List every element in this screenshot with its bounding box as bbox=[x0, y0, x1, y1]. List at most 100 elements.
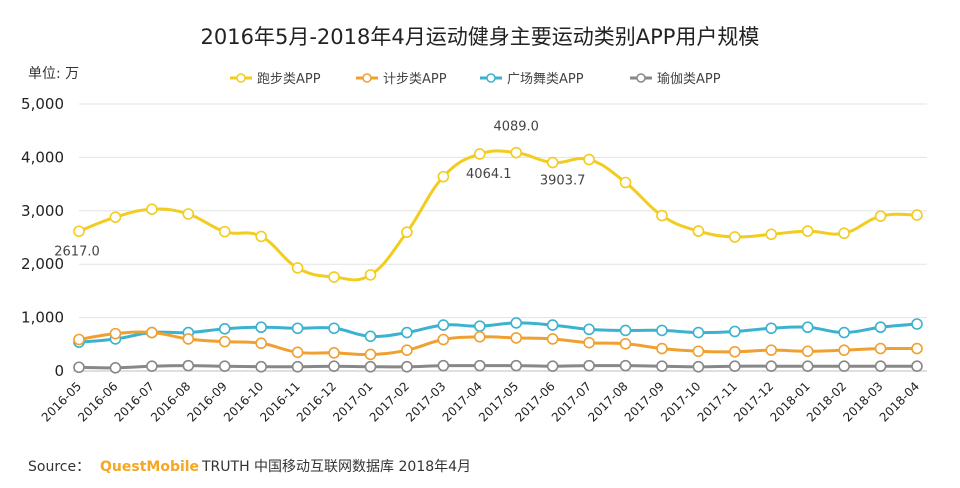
data-point bbox=[291, 322, 304, 335]
legend-swatch-marker bbox=[636, 73, 646, 83]
data-point bbox=[73, 225, 85, 238]
data-point bbox=[583, 359, 595, 372]
data-point bbox=[583, 323, 595, 336]
series-layer bbox=[73, 146, 923, 374]
data-label: 4064.1 bbox=[466, 167, 512, 182]
data-point bbox=[437, 319, 450, 331]
data-point bbox=[911, 342, 923, 355]
y-axis: 0 1,000 2,000 3,000 4,000 5,000 bbox=[21, 95, 927, 380]
legend-item: 瑜伽类APP bbox=[630, 72, 721, 87]
data-point bbox=[838, 344, 850, 356]
series-line bbox=[78, 364, 917, 370]
data-point bbox=[437, 359, 450, 372]
data-point bbox=[401, 360, 413, 373]
legend-swatch-marker bbox=[362, 73, 372, 83]
data-point bbox=[619, 337, 632, 350]
data-point bbox=[328, 360, 340, 372]
data-point bbox=[874, 321, 887, 334]
data-point bbox=[583, 153, 595, 166]
legend-item: 广场舞类APP bbox=[480, 72, 584, 87]
data-point bbox=[510, 317, 523, 329]
legend-label: 瑜伽类APP bbox=[657, 72, 721, 87]
data-point bbox=[401, 226, 413, 238]
data-label: 4089.0 bbox=[493, 120, 539, 135]
data-label: 3903.7 bbox=[540, 174, 586, 189]
legend: 跑步类APP 计步类APP 广场舞类APP 瑜伽类APP bbox=[230, 72, 721, 87]
data-point bbox=[911, 209, 923, 221]
data-point bbox=[692, 225, 705, 237]
data-point bbox=[146, 203, 158, 215]
data-point bbox=[473, 148, 486, 160]
data-point bbox=[291, 346, 304, 359]
data-point bbox=[291, 360, 304, 373]
data-point bbox=[182, 333, 195, 345]
data-point bbox=[874, 210, 887, 222]
data-point bbox=[510, 359, 523, 372]
data-point bbox=[546, 360, 559, 372]
data-point bbox=[328, 347, 340, 359]
y-tick-label: 5,000 bbox=[21, 95, 64, 113]
data-point bbox=[364, 360, 377, 373]
data-point bbox=[401, 344, 413, 356]
series-计步类APP bbox=[73, 326, 923, 361]
y-tick-label: 4,000 bbox=[21, 148, 64, 166]
data-point bbox=[801, 321, 814, 334]
data-point bbox=[583, 336, 595, 349]
data-point bbox=[692, 326, 705, 339]
data-point bbox=[146, 326, 158, 339]
data-point bbox=[656, 342, 668, 355]
data-point bbox=[146, 360, 158, 372]
data-point bbox=[510, 332, 523, 344]
data-point bbox=[656, 209, 668, 222]
grid-lines bbox=[79, 103, 927, 319]
series-line bbox=[78, 330, 918, 357]
data-point bbox=[328, 322, 340, 335]
data-point bbox=[364, 269, 377, 281]
legend-label: 广场舞类APP bbox=[507, 72, 584, 87]
data-point bbox=[364, 330, 377, 343]
data-point bbox=[109, 327, 122, 340]
data-point bbox=[364, 348, 377, 361]
data-point bbox=[656, 324, 668, 337]
legend-swatch-marker bbox=[236, 73, 246, 83]
data-point bbox=[874, 342, 887, 355]
data-point bbox=[109, 361, 122, 374]
data-point bbox=[218, 225, 231, 238]
series-跑步类APP bbox=[73, 146, 923, 283]
data-point bbox=[765, 344, 778, 356]
legend-item: 跑步类APP bbox=[230, 72, 321, 87]
data-point bbox=[765, 322, 778, 335]
legend-item: 计步类APP bbox=[356, 72, 447, 87]
source-prefix: Source： bbox=[28, 459, 90, 475]
data-point bbox=[874, 360, 887, 372]
data-point bbox=[182, 359, 195, 372]
legend-label: 计步类APP bbox=[383, 72, 447, 87]
data-point bbox=[328, 271, 340, 283]
y-tick-label: 1,000 bbox=[21, 309, 64, 327]
source-brand: QuestMobile bbox=[100, 459, 199, 475]
data-point bbox=[765, 228, 778, 241]
series-广场舞类APP bbox=[73, 317, 923, 348]
annotations-layer: 2617.0 4064.1 4089.0 3903.7 bbox=[54, 120, 585, 260]
unit-label: 单位: 万 bbox=[28, 66, 79, 82]
data-point bbox=[619, 176, 632, 189]
data-point bbox=[218, 335, 231, 348]
data-label: 2617.0 bbox=[54, 244, 100, 259]
data-point bbox=[109, 211, 122, 224]
x-tick-label: 2018-04 bbox=[877, 379, 922, 424]
data-point bbox=[692, 360, 705, 373]
source-suffix: TRUTH 中国移动互联网数据库 2018年4月 bbox=[201, 459, 471, 475]
data-point bbox=[255, 321, 267, 334]
data-point bbox=[729, 345, 741, 358]
data-point bbox=[692, 345, 705, 358]
data-point bbox=[546, 156, 559, 169]
data-point bbox=[473, 331, 486, 343]
data-point bbox=[473, 320, 486, 332]
data-point bbox=[255, 360, 267, 373]
data-point bbox=[473, 359, 486, 372]
data-point bbox=[801, 225, 814, 237]
data-point bbox=[729, 360, 741, 372]
y-tick-label: 0 bbox=[54, 362, 64, 380]
y-tick-label: 2,000 bbox=[21, 255, 64, 273]
